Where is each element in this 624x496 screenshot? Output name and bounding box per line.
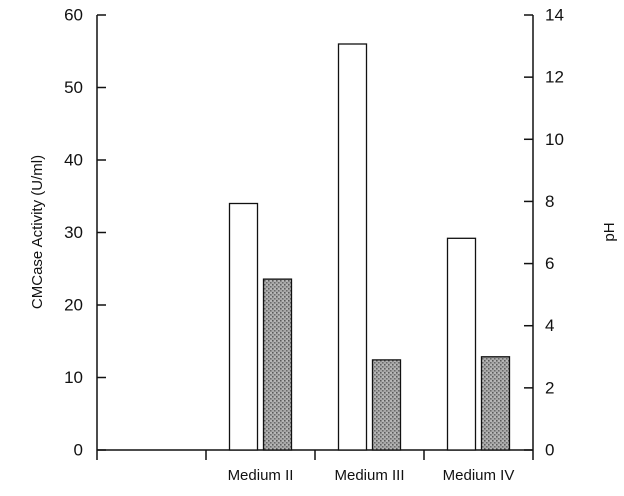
y2-tick-label: 4 bbox=[545, 316, 554, 335]
x-ticks: Medium II Medium III Medium IV bbox=[96, 450, 534, 484]
y-tick-label: 0 bbox=[74, 441, 83, 460]
bar bbox=[337, 43, 368, 451]
y2-tick-label: 14 bbox=[545, 6, 564, 25]
y2-tick-label: 8 bbox=[545, 192, 554, 211]
bar bbox=[262, 278, 293, 451]
bars bbox=[228, 43, 511, 451]
y2-tick-label: 6 bbox=[545, 254, 554, 273]
left-y-ticks: 0 10 20 30 40 50 60 bbox=[64, 6, 106, 460]
y-tick-label: 50 bbox=[64, 78, 83, 97]
right-y-ticks: 0 2 4 6 8 10 12 14 bbox=[524, 6, 564, 460]
y-tick-label: 10 bbox=[64, 368, 83, 387]
bar bbox=[371, 359, 402, 451]
bar bbox=[228, 202, 259, 451]
y2-tick-label: 2 bbox=[545, 378, 554, 397]
y2-axis-title: pH bbox=[601, 222, 618, 241]
y-tick-label: 20 bbox=[64, 296, 83, 315]
y2-tick-label: 12 bbox=[545, 68, 564, 87]
category-label: Medium IV bbox=[443, 467, 515, 484]
category-label: Medium II bbox=[228, 467, 294, 484]
y2-tick-label: 10 bbox=[545, 130, 564, 149]
bar bbox=[480, 356, 511, 451]
bar bbox=[446, 237, 477, 451]
y-axis-title: CMCase Activity (U/ml) bbox=[29, 155, 46, 309]
y-tick-label: 40 bbox=[64, 151, 83, 170]
y-tick-label: 30 bbox=[64, 223, 83, 242]
y-tick-label: 60 bbox=[64, 6, 83, 25]
category-label: Medium III bbox=[334, 467, 404, 484]
y2-tick-label: 0 bbox=[545, 441, 554, 460]
